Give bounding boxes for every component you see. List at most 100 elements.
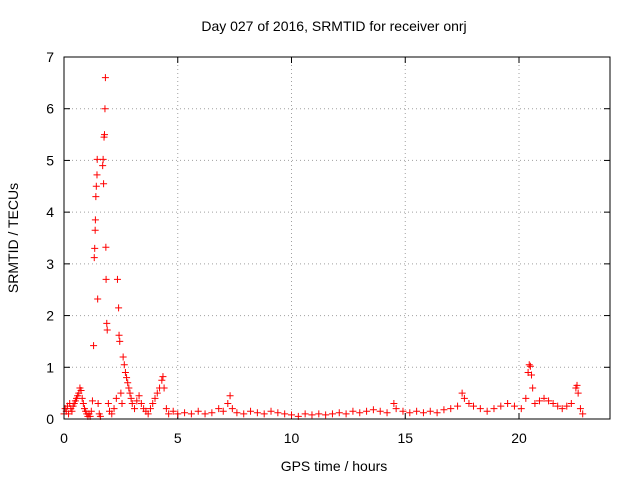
data-point — [90, 342, 98, 350]
data-point — [356, 409, 364, 417]
data-point — [274, 409, 282, 417]
data-point — [100, 131, 108, 139]
data-point — [160, 384, 168, 392]
data-point — [576, 405, 584, 413]
data-point — [108, 410, 116, 418]
data-point — [490, 405, 498, 413]
data-point — [100, 180, 108, 188]
data-point — [301, 410, 309, 418]
data-point — [137, 399, 145, 407]
data-point — [447, 405, 455, 413]
data-point — [240, 410, 248, 418]
data-point — [335, 409, 343, 417]
data-point — [579, 410, 587, 418]
y-tick-label: 1 — [46, 359, 54, 375]
data-point — [483, 407, 491, 415]
data-point — [215, 405, 223, 413]
data-point — [103, 326, 111, 334]
data-point — [125, 384, 133, 392]
data-point — [153, 389, 161, 397]
data-point — [120, 361, 128, 369]
data-point — [288, 411, 295, 419]
data-point — [126, 389, 134, 397]
data-point — [281, 410, 289, 418]
data-point — [123, 374, 131, 382]
data-point — [454, 402, 462, 410]
data-point — [224, 399, 232, 407]
data-point — [253, 409, 261, 417]
data-point — [517, 405, 525, 413]
data-point — [376, 407, 384, 415]
data-point — [165, 410, 173, 418]
data-point — [369, 406, 377, 414]
y-tick-label: 4 — [46, 204, 54, 220]
data-point — [92, 182, 100, 190]
data-point — [91, 244, 99, 252]
data-point — [226, 392, 234, 400]
data-point — [349, 407, 357, 415]
data-point — [433, 409, 441, 417]
data-point — [458, 389, 466, 397]
data-point — [93, 171, 101, 179]
data-point — [181, 409, 189, 417]
data-point — [174, 410, 182, 418]
data-point — [77, 387, 85, 395]
data-point — [194, 407, 202, 415]
y-tick-label: 5 — [46, 152, 54, 168]
data-point — [531, 399, 539, 407]
x-tick-label: 15 — [397, 430, 413, 446]
data-point — [328, 410, 336, 418]
data-point — [87, 407, 95, 415]
data-points — [60, 74, 587, 420]
data-point — [115, 331, 123, 339]
data-point — [383, 409, 391, 417]
data-point — [101, 105, 109, 113]
data-point — [187, 410, 195, 418]
data-point — [102, 243, 110, 251]
data-point — [151, 394, 159, 402]
data-point — [128, 399, 136, 407]
data-point — [201, 410, 209, 418]
data-point — [91, 216, 99, 224]
data-point — [93, 155, 101, 163]
data-point — [525, 361, 533, 369]
data-point — [68, 407, 76, 415]
data-point — [158, 376, 166, 384]
data-point — [526, 362, 534, 370]
x-tick-label: 5 — [174, 430, 182, 446]
data-point — [497, 402, 505, 410]
data-point — [146, 405, 154, 413]
data-point — [169, 407, 177, 415]
data-point — [103, 319, 111, 327]
data-point — [99, 162, 107, 170]
data-point — [426, 407, 434, 415]
data-point — [465, 399, 473, 407]
data-point — [219, 407, 227, 415]
data-point — [419, 409, 427, 417]
data-point — [247, 407, 255, 415]
y-axis-label: SRMTID / TECUs — [5, 183, 21, 293]
plot-area-border — [63, 56, 611, 420]
data-point — [392, 405, 400, 413]
data-point — [399, 407, 407, 415]
data-point — [116, 337, 124, 345]
y-tick-label: 7 — [46, 49, 54, 65]
data-point — [528, 371, 536, 379]
data-point — [162, 405, 170, 413]
y-tick-label: 6 — [46, 101, 54, 117]
data-point — [208, 409, 216, 417]
data-point — [563, 402, 571, 410]
data-point — [118, 399, 126, 407]
data-point — [104, 399, 112, 407]
data-point — [102, 275, 110, 283]
y-tick-label: 3 — [46, 256, 54, 272]
y-tick-label: 0 — [46, 411, 54, 427]
data-point — [476, 405, 484, 413]
data-point — [127, 394, 135, 402]
data-point — [315, 410, 323, 418]
data-point — [101, 74, 109, 82]
data-point — [504, 399, 512, 407]
data-point — [390, 399, 398, 407]
